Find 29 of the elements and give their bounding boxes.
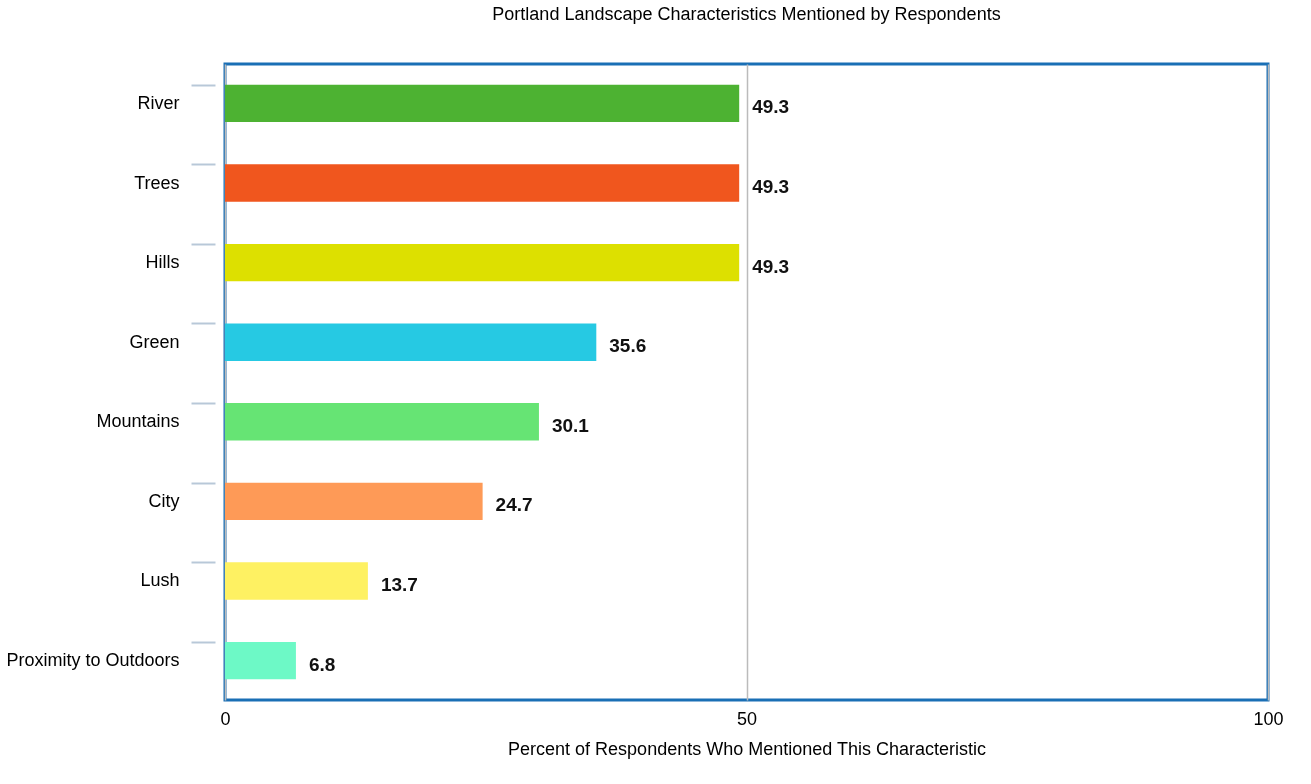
data-label: 49.3 — [752, 255, 790, 277]
data-label: 49.3 — [752, 96, 790, 118]
bar — [225, 641, 296, 680]
bar — [225, 562, 368, 600]
data-label: 49.3 — [752, 176, 790, 197]
x-tick-label: 50 — [736, 708, 758, 729]
y-tick-label: Trees — [134, 172, 180, 193]
y-tick-label: Mountains — [96, 411, 180, 432]
y-tick-label: Green — [129, 331, 180, 352]
x-axis-title: Percent of Respondents Who Mentioned This Characteristic — [508, 738, 986, 759]
y-tick-label: City — [148, 490, 180, 511]
data-label: 35.6 — [609, 335, 647, 357]
y-tick-label: River — [137, 92, 180, 113]
y-tick-label: Lush — [140, 570, 180, 591]
x-tick-label: 0 — [220, 708, 231, 729]
bar — [225, 84, 740, 123]
data-label: 6.8 — [308, 653, 336, 675]
y-tick-label: Proximity to Outdoors — [6, 650, 180, 671]
y-tick-label: Hills — [145, 252, 180, 273]
bar — [225, 403, 539, 441]
bar — [225, 243, 740, 282]
data-label: 13.7 — [380, 574, 418, 595]
data-label: 24.7 — [495, 494, 533, 516]
bar — [225, 164, 740, 202]
data-label: 30.1 — [551, 414, 590, 436]
bar — [225, 323, 597, 361]
bar — [225, 482, 483, 521]
x-tick-label: 100 — [1253, 708, 1284, 729]
chart-title: Portland Landscape Characteristics Mentioned by Respondents — [492, 4, 1001, 24]
